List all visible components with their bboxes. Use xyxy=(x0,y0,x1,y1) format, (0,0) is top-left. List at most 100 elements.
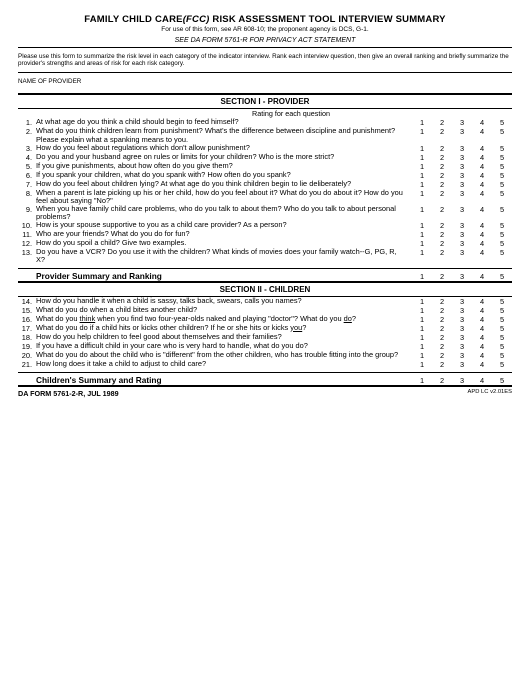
rating-cell[interactable]: 3 xyxy=(452,239,472,248)
rating-cell[interactable]: 4 xyxy=(472,360,492,369)
rating-cell[interactable]: 1 xyxy=(412,333,432,342)
rating-cell[interactable]: 3 xyxy=(452,189,472,205)
rating-cell[interactable]: 5 xyxy=(492,171,512,180)
rating-cell[interactable]: 1 xyxy=(412,239,432,248)
rating-cell[interactable]: 1 xyxy=(412,205,432,221)
rating-cell[interactable]: 2 xyxy=(432,189,452,205)
rating-cell[interactable]: 5 xyxy=(492,297,512,306)
rating-cell[interactable]: 4 xyxy=(472,162,492,171)
rating-cell[interactable]: 4 xyxy=(472,118,492,127)
rating-cell[interactable]: 2 xyxy=(432,221,452,230)
rating-cell[interactable]: 5 xyxy=(492,376,512,385)
rating-cell[interactable]: 2 xyxy=(432,239,452,248)
rating-cell[interactable]: 2 xyxy=(432,342,452,351)
rating-cell[interactable]: 4 xyxy=(472,230,492,239)
rating-cell[interactable]: 5 xyxy=(492,127,512,143)
rating-cell[interactable]: 1 xyxy=(412,127,432,143)
rating-cell[interactable]: 3 xyxy=(452,144,472,153)
rating-cell[interactable]: 5 xyxy=(492,272,512,281)
rating-cell[interactable]: 2 xyxy=(432,360,452,369)
rating-cell[interactable]: 1 xyxy=(412,297,432,306)
rating-cell[interactable]: 2 xyxy=(432,205,452,221)
rating-cell[interactable]: 5 xyxy=(492,205,512,221)
rating-cell[interactable]: 4 xyxy=(472,324,492,333)
rating-cell[interactable]: 1 xyxy=(412,162,432,171)
rating-cell[interactable]: 4 xyxy=(472,315,492,324)
rating-cell[interactable]: 1 xyxy=(412,342,432,351)
rating-cell[interactable]: 5 xyxy=(492,118,512,127)
rating-cell[interactable]: 1 xyxy=(412,171,432,180)
rating-cell[interactable]: 4 xyxy=(472,239,492,248)
rating-cell[interactable]: 1 xyxy=(412,272,432,281)
rating-cell[interactable]: 4 xyxy=(472,205,492,221)
rating-cell[interactable]: 3 xyxy=(452,333,472,342)
rating-cell[interactable]: 4 xyxy=(472,180,492,189)
rating-cell[interactable]: 2 xyxy=(432,171,452,180)
rating-cell[interactable]: 5 xyxy=(492,180,512,189)
rating-cell[interactable]: 1 xyxy=(412,360,432,369)
rating-cell[interactable]: 2 xyxy=(432,272,452,281)
rating-cell[interactable]: 3 xyxy=(452,230,472,239)
rating-cell[interactable]: 4 xyxy=(472,248,492,264)
rating-cell[interactable]: 1 xyxy=(412,118,432,127)
rating-cell[interactable]: 3 xyxy=(452,205,472,221)
rating-cell[interactable]: 1 xyxy=(412,153,432,162)
rating-cell[interactable]: 2 xyxy=(432,153,452,162)
rating-cell[interactable]: 1 xyxy=(412,189,432,205)
rating-cell[interactable]: 3 xyxy=(452,153,472,162)
rating-cell[interactable]: 2 xyxy=(432,230,452,239)
rating-cell[interactable]: 5 xyxy=(492,230,512,239)
rating-cell[interactable]: 4 xyxy=(472,297,492,306)
rating-cell[interactable]: 3 xyxy=(452,118,472,127)
rating-cell[interactable]: 4 xyxy=(472,221,492,230)
rating-cell[interactable]: 3 xyxy=(452,306,472,315)
rating-cell[interactable]: 2 xyxy=(432,333,452,342)
rating-cell[interactable]: 2 xyxy=(432,118,452,127)
rating-cell[interactable]: 2 xyxy=(432,127,452,143)
rating-cell[interactable]: 4 xyxy=(472,376,492,385)
rating-cell[interactable]: 1 xyxy=(412,221,432,230)
rating-cell[interactable]: 4 xyxy=(472,189,492,205)
rating-cell[interactable]: 1 xyxy=(412,248,432,264)
rating-cell[interactable]: 1 xyxy=(412,351,432,360)
rating-cell[interactable]: 3 xyxy=(452,127,472,143)
rating-cell[interactable]: 5 xyxy=(492,248,512,264)
rating-cell[interactable]: 5 xyxy=(492,153,512,162)
rating-cell[interactable]: 5 xyxy=(492,221,512,230)
rating-cell[interactable]: 4 xyxy=(472,333,492,342)
rating-cell[interactable]: 4 xyxy=(472,306,492,315)
rating-cell[interactable]: 1 xyxy=(412,324,432,333)
rating-cell[interactable]: 2 xyxy=(432,315,452,324)
rating-cell[interactable]: 3 xyxy=(452,171,472,180)
rating-cell[interactable]: 5 xyxy=(492,333,512,342)
rating-cell[interactable]: 3 xyxy=(452,162,472,171)
rating-cell[interactable]: 4 xyxy=(472,351,492,360)
rating-cell[interactable]: 1 xyxy=(412,144,432,153)
rating-cell[interactable]: 5 xyxy=(492,306,512,315)
rating-cell[interactable]: 3 xyxy=(452,360,472,369)
rating-cell[interactable]: 3 xyxy=(452,221,472,230)
rating-cell[interactable]: 1 xyxy=(412,180,432,189)
rating-cell[interactable]: 3 xyxy=(452,342,472,351)
rating-cell[interactable]: 5 xyxy=(492,162,512,171)
rating-cell[interactable]: 1 xyxy=(412,315,432,324)
rating-cell[interactable]: 2 xyxy=(432,297,452,306)
rating-cell[interactable]: 5 xyxy=(492,342,512,351)
rating-cell[interactable]: 4 xyxy=(472,144,492,153)
rating-cell[interactable]: 1 xyxy=(412,306,432,315)
rating-cell[interactable]: 1 xyxy=(412,230,432,239)
rating-cell[interactable]: 2 xyxy=(432,306,452,315)
rating-cell[interactable]: 2 xyxy=(432,248,452,264)
rating-cell[interactable]: 3 xyxy=(452,324,472,333)
rating-cell[interactable]: 2 xyxy=(432,376,452,385)
rating-cell[interactable]: 3 xyxy=(452,315,472,324)
rating-cell[interactable]: 5 xyxy=(492,189,512,205)
rating-cell[interactable]: 5 xyxy=(492,324,512,333)
rating-cell[interactable]: 3 xyxy=(452,180,472,189)
rating-cell[interactable]: 4 xyxy=(472,272,492,281)
rating-cell[interactable]: 2 xyxy=(432,144,452,153)
rating-cell[interactable]: 4 xyxy=(472,127,492,143)
rating-cell[interactable]: 3 xyxy=(452,248,472,264)
rating-cell[interactable]: 3 xyxy=(452,376,472,385)
rating-cell[interactable]: 5 xyxy=(492,351,512,360)
